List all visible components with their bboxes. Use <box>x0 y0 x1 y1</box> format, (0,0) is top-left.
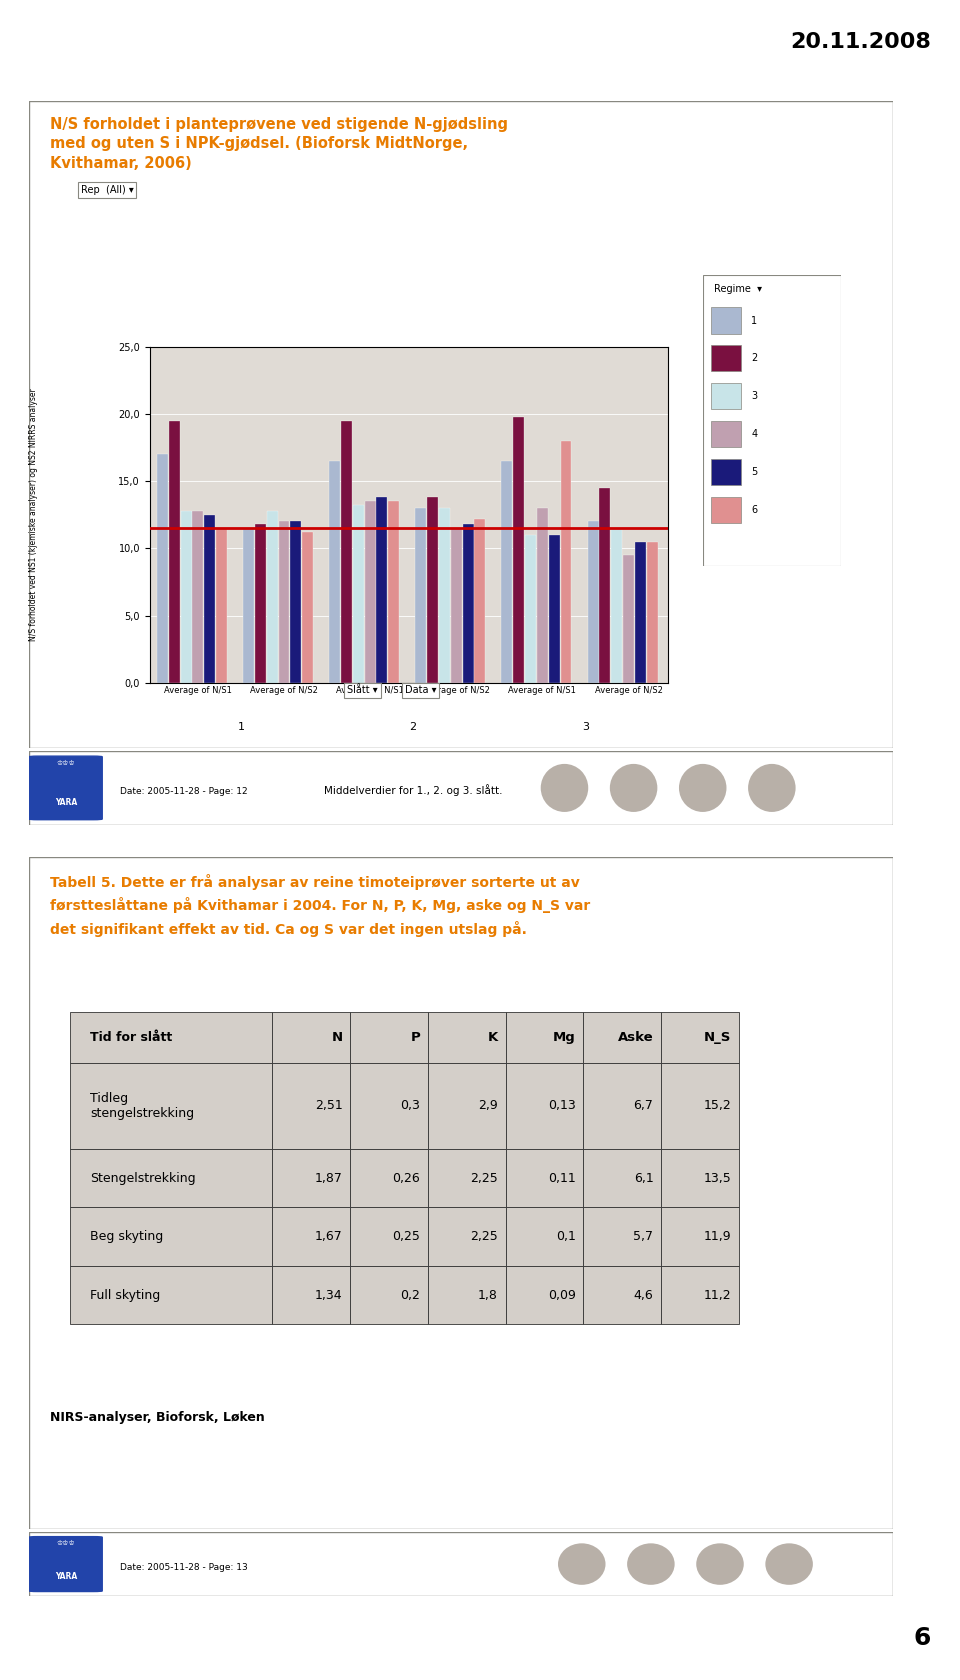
Text: med og uten S i NPK-gjødsel. (Bioforsk MidtNorge,: med og uten S i NPK-gjødsel. (Bioforsk M… <box>51 136 468 151</box>
Bar <box>278 521 290 682</box>
Bar <box>623 554 634 682</box>
Ellipse shape <box>540 764 588 811</box>
Text: 6: 6 <box>913 1626 931 1650</box>
Bar <box>341 420 352 682</box>
Bar <box>439 507 450 682</box>
Bar <box>180 511 192 682</box>
Text: 4: 4 <box>751 428 757 438</box>
Bar <box>451 528 462 682</box>
Bar <box>612 528 622 682</box>
Text: Slått ▾: Slått ▾ <box>347 685 377 696</box>
Bar <box>290 521 301 682</box>
Text: ♔♔♔: ♔♔♔ <box>57 759 75 766</box>
Bar <box>267 511 277 682</box>
Bar <box>474 519 486 682</box>
Text: Middelverdier for 1., 2. og 3. slått.: Middelverdier for 1., 2. og 3. slått. <box>324 785 502 796</box>
Bar <box>156 454 168 682</box>
Ellipse shape <box>627 1544 675 1584</box>
Bar <box>169 420 180 682</box>
Text: 3: 3 <box>582 722 588 732</box>
Ellipse shape <box>558 1544 606 1584</box>
Bar <box>254 524 266 682</box>
Ellipse shape <box>765 1544 813 1584</box>
Bar <box>243 528 254 682</box>
Text: N/S forholdet ved NS1 (kjemiske analyser) og NS2 NIRRS analyser: N/S forholdet ved NS1 (kjemiske analyser… <box>29 388 38 642</box>
Text: 2: 2 <box>410 722 417 732</box>
Bar <box>416 507 426 682</box>
Bar <box>711 383 741 410</box>
Bar <box>711 497 741 522</box>
Bar <box>711 422 741 447</box>
Text: Regime  ▾: Regime ▾ <box>714 284 762 294</box>
Text: 2: 2 <box>751 353 757 363</box>
Text: N/S forholdet i planteprøvene ved stigende N-gjødsling: N/S forholdet i planteprøvene ved stigen… <box>51 118 509 133</box>
Text: Data ▾: Data ▾ <box>405 685 436 696</box>
Text: YARA: YARA <box>55 1572 77 1581</box>
Text: Rep  (All) ▾: Rep (All) ▾ <box>81 185 133 195</box>
Bar <box>711 346 741 371</box>
Bar <box>525 534 536 682</box>
FancyBboxPatch shape <box>29 1537 103 1591</box>
Ellipse shape <box>696 1544 744 1584</box>
Bar <box>501 460 513 682</box>
Text: 20.11.2008: 20.11.2008 <box>790 32 931 52</box>
Bar <box>376 497 388 682</box>
Bar <box>588 521 598 682</box>
Bar <box>204 514 215 682</box>
Bar <box>329 460 340 682</box>
Bar <box>549 534 560 682</box>
Bar <box>192 511 204 682</box>
Text: 6: 6 <box>751 504 757 514</box>
Bar <box>365 501 375 682</box>
Bar <box>427 497 438 682</box>
Ellipse shape <box>679 764 727 811</box>
Text: Date: 2005-11-28 - Page: 12: Date: 2005-11-28 - Page: 12 <box>120 788 247 796</box>
Ellipse shape <box>610 764 658 811</box>
Bar <box>711 307 741 334</box>
Text: førstteslåttane på Kvithamar i 2004. For N, P, K, Mg, aske og N_S var: førstteslåttane på Kvithamar i 2004. For… <box>51 897 590 914</box>
Bar <box>537 507 548 682</box>
Ellipse shape <box>748 764 796 811</box>
Bar <box>353 506 364 682</box>
Text: 1: 1 <box>237 722 245 732</box>
Text: NIRS-analyser, Bioforsk, Løken: NIRS-analyser, Bioforsk, Løken <box>51 1411 265 1425</box>
Text: Date: 2005-11-28 - Page: 13: Date: 2005-11-28 - Page: 13 <box>120 1562 248 1572</box>
Bar <box>302 533 313 682</box>
Bar <box>463 524 473 682</box>
Bar <box>599 487 611 682</box>
Text: Kvithamar, 2006): Kvithamar, 2006) <box>51 156 192 171</box>
Bar <box>711 459 741 486</box>
Bar <box>635 541 646 682</box>
Bar <box>216 528 227 682</box>
Bar <box>561 440 571 682</box>
Text: ♔♔♔: ♔♔♔ <box>57 1541 75 1546</box>
Text: Tabell 5. Dette er frå analysar av reine timoteiprøver sorterte ut av: Tabell 5. Dette er frå analysar av reine… <box>51 874 580 890</box>
FancyBboxPatch shape <box>29 756 103 820</box>
Text: det signifikant effekt av tid. Ca og S var det ingen utslag på.: det signifikant effekt av tid. Ca og S v… <box>51 921 527 937</box>
Bar <box>388 501 399 682</box>
Text: 5: 5 <box>751 467 757 477</box>
Text: 1: 1 <box>751 316 757 326</box>
Text: 3: 3 <box>751 391 757 402</box>
Bar <box>514 417 524 682</box>
Text: YARA: YARA <box>55 798 77 806</box>
Bar <box>647 541 658 682</box>
